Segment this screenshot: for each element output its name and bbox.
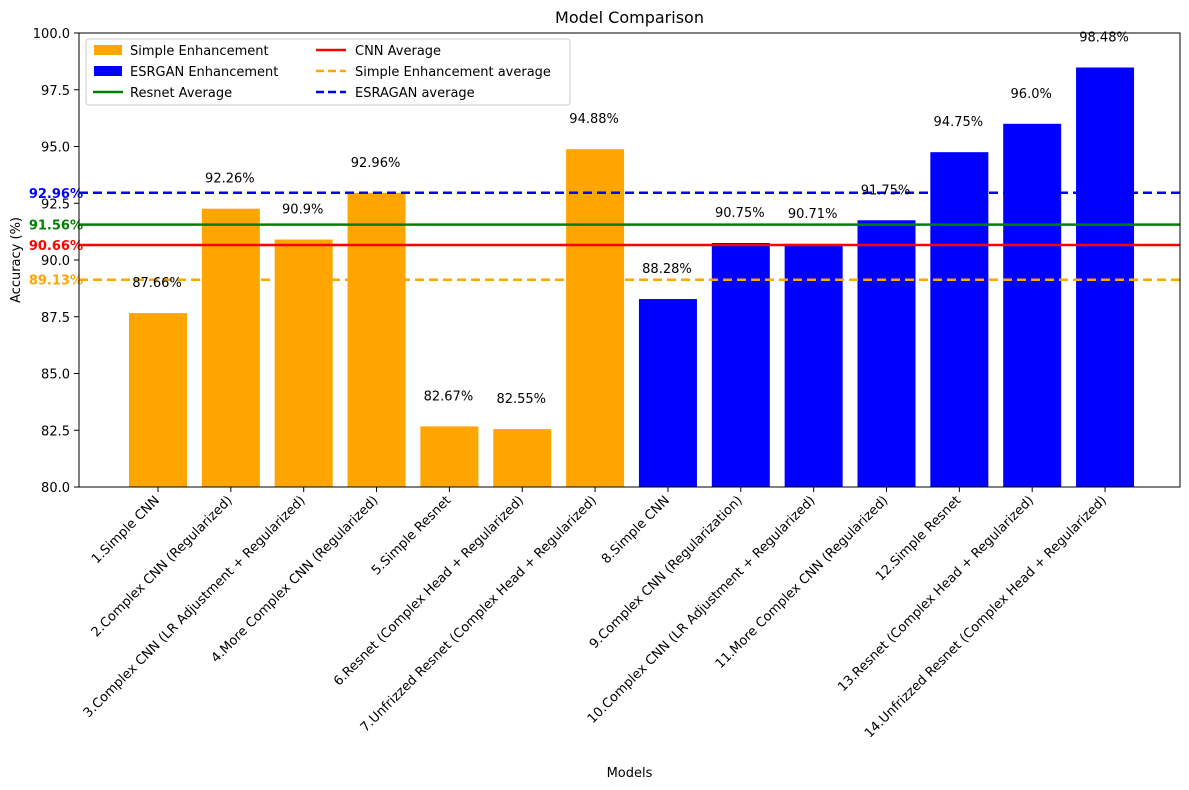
- bar-7: [566, 149, 625, 487]
- data-label-2: 92.26%: [205, 172, 255, 187]
- bar-12: [930, 152, 989, 488]
- reference-line-label-1: 91.56%: [29, 219, 83, 234]
- x-tick-label-1: 1.Simple CNN: [89, 493, 163, 567]
- bar-1: [129, 313, 187, 487]
- y-tick-label-4: 87.5: [41, 311, 70, 326]
- legend-swatch-1: [94, 45, 122, 55]
- x-tick-label-8: 8.Simple CNN: [599, 493, 673, 567]
- bar-6: [493, 429, 552, 487]
- bar-10: [784, 243, 843, 487]
- bar-11: [857, 220, 916, 487]
- data-label-6: 82.55%: [496, 392, 546, 407]
- data-label-3: 90.9%: [282, 203, 323, 218]
- data-label-9: 90.75%: [715, 206, 765, 221]
- y-tick-label-2: 82.5: [41, 424, 70, 439]
- legend-label-6: ESRAGAN average: [355, 86, 475, 101]
- legend-label-1: Simple Enhancement: [130, 44, 269, 59]
- y-axis-label: Accuracy (%): [9, 217, 24, 303]
- legend: Simple Enhancement ESRGAN Enhancement Resn…: [85, 38, 571, 106]
- bar-13: [1003, 123, 1062, 488]
- y-tick-label-1: 80.0: [41, 481, 70, 496]
- bar-4: [347, 192, 406, 488]
- reference-line-label-4: 92.96%: [29, 187, 83, 202]
- data-label-5: 82.67%: [424, 389, 474, 404]
- bar-3: [274, 239, 333, 487]
- x-tick-label-14: 14.Unfrizzed Resnet (Complex Head + Regu…: [862, 493, 1110, 741]
- reference-line-label-2: 90.66%: [29, 239, 83, 254]
- y-tick-label-9: 100.0: [33, 27, 70, 42]
- bar-5: [420, 426, 479, 487]
- chart-title: Model Comparison: [555, 8, 704, 27]
- data-label-13: 96.0%: [1011, 87, 1052, 102]
- x-tick-label-4: 4.More Complex CNN (Regularized): [209, 493, 382, 666]
- data-label-14: 98.48%: [1079, 31, 1129, 46]
- bar-14: [1076, 67, 1135, 487]
- x-tick-label-2: 2.Complex CNN (Regularized): [89, 493, 236, 640]
- data-label-11: 91.75%: [861, 183, 911, 198]
- y-tick-label-5: 90.0: [41, 254, 70, 269]
- data-label-4: 92.96%: [351, 156, 401, 171]
- y-tick-label-7: 95.0: [41, 141, 70, 156]
- reference-line-label-3: 89.13%: [29, 274, 83, 289]
- bar-8: [638, 299, 697, 487]
- bar-2: [201, 208, 260, 487]
- data-label-7: 94.88%: [569, 112, 619, 127]
- bar-9: [711, 242, 770, 487]
- legend-label-2: ESRGAN Enhancement: [130, 65, 278, 80]
- data-label-10: 90.71%: [788, 207, 838, 222]
- legend-label-4: CNN Average: [355, 44, 441, 59]
- y-tick-label-8: 97.5: [41, 84, 70, 99]
- legend-swatch-2: [94, 66, 122, 76]
- data-label-12: 94.75%: [934, 115, 984, 130]
- data-labels-layer: 87.66% 92.26% 90.9% 92.96% 82.67% 82.55% 94.88…: [132, 31, 1129, 408]
- x-tick-label-5: 5.Simple Resnet: [369, 493, 454, 578]
- reference-lines-layer: 91.56% 90.66% 89.13% 92.96%: [29, 187, 1180, 289]
- x-axis-label: Models: [607, 766, 653, 781]
- data-label-8: 88.28%: [642, 262, 692, 277]
- data-label-1: 87.66%: [132, 276, 182, 291]
- legend-label-5: Simple Enhancement average: [355, 65, 551, 80]
- x-tick-label-9: 9.Complex CNN (Regularization): [587, 493, 746, 652]
- y-tick-label-3: 85.0: [41, 368, 70, 383]
- y-tick-label-6: 92.5: [41, 197, 70, 212]
- bars-layer: [129, 67, 1135, 488]
- legend-label-3: Resnet Average: [130, 86, 232, 101]
